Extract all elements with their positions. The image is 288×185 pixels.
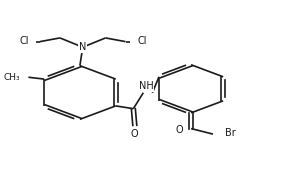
Text: O: O xyxy=(176,125,183,135)
Text: Cl: Cl xyxy=(20,36,29,46)
Text: CH₃: CH₃ xyxy=(4,73,20,82)
Text: NH: NH xyxy=(139,81,154,91)
Text: Br: Br xyxy=(225,128,236,138)
Text: O: O xyxy=(131,129,139,139)
Text: N: N xyxy=(79,42,86,52)
Text: Cl: Cl xyxy=(137,36,147,46)
